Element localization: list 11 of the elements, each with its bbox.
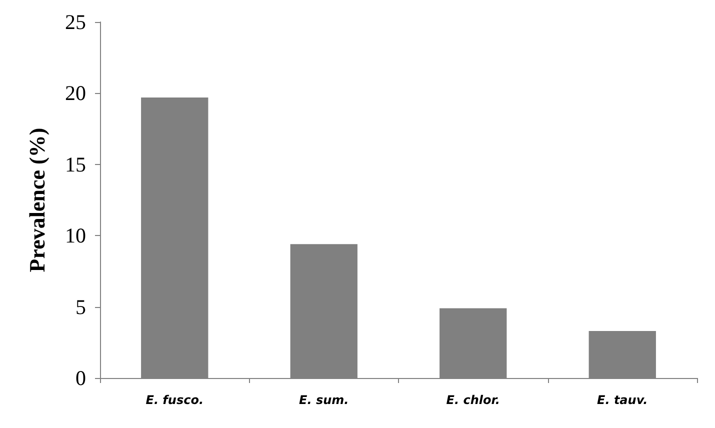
y-tick-label: 0 xyxy=(76,366,86,390)
x-tick-label: E. tauv. xyxy=(597,393,648,407)
x-tick-label: E. chlor. xyxy=(446,393,500,407)
y-tick-label: 15 xyxy=(65,152,86,176)
y-tick-label: 5 xyxy=(76,294,86,319)
y-axis-title: Prevalence (%) xyxy=(24,128,50,272)
y-tick-label: 25 xyxy=(65,10,86,34)
x-tick-label: E. fusco. xyxy=(146,393,204,407)
y-tick-label: 20 xyxy=(65,81,86,106)
y-tick-label: 10 xyxy=(65,224,86,248)
x-tick-label: E. sum. xyxy=(299,393,349,407)
